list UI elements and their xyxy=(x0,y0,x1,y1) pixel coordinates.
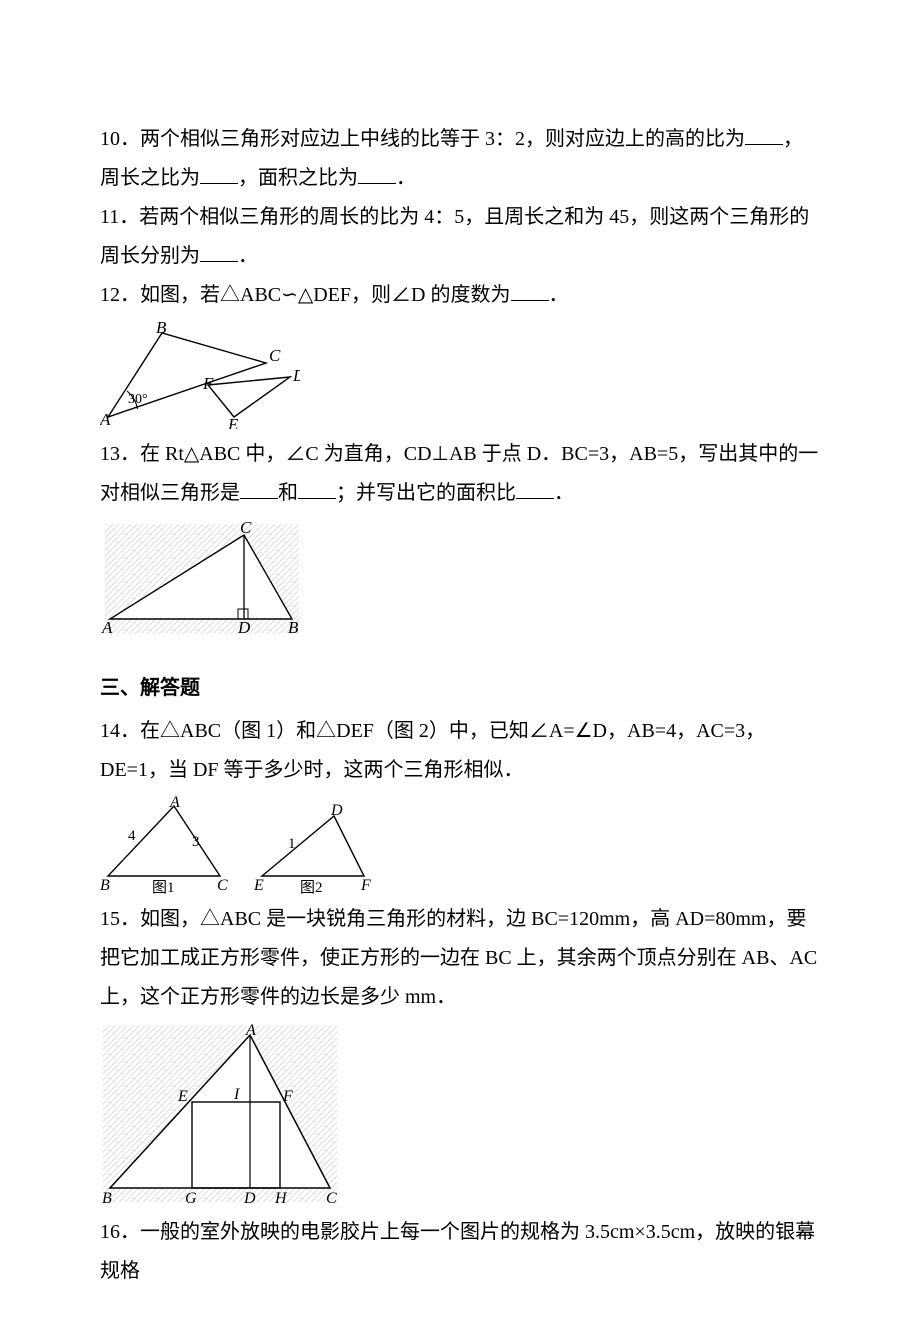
vertex-label: B xyxy=(156,321,167,337)
question-text: ，面积之比为 xyxy=(238,167,358,189)
question-text: ． xyxy=(549,284,569,306)
side-label: 3 xyxy=(192,834,200,850)
vertex-label: C xyxy=(326,1190,337,1207)
figure-q13: A B C D xyxy=(100,519,820,641)
vertex-label: F xyxy=(282,1088,293,1105)
fill-blank[interactable] xyxy=(516,476,554,499)
vertex-label: D xyxy=(292,366,300,385)
fill-blank[interactable] xyxy=(298,476,336,499)
vertex-label: C xyxy=(240,519,252,537)
vertex-label: A xyxy=(100,410,111,429)
section-title: 三、解答题 xyxy=(100,669,820,708)
question-12: 12．如图，若△ABC∽△DEF，则∠D 的度数为 ． xyxy=(100,276,820,315)
question-text: ． xyxy=(396,167,416,189)
question-text: ；并写出它的面积比 xyxy=(336,482,516,504)
side-label: 4 xyxy=(128,828,136,844)
vertex-label: E xyxy=(227,415,239,429)
vertex-label: E xyxy=(177,1088,188,1105)
vertex-label: A xyxy=(101,618,113,637)
fill-blank[interactable] xyxy=(511,278,549,301)
question-number: 15． xyxy=(100,908,140,930)
vertex-label: C xyxy=(217,877,228,894)
question-13: 13．在 Rt△ABC 中，∠C 为直角，CD⊥AB 于点 D．BC=3，AB=… xyxy=(100,435,820,513)
figure-q14: A B C 4 3 图1 D E F 1 图2 xyxy=(100,796,820,894)
question-number: 12． xyxy=(100,284,140,306)
question-11: 11．若两个相似三角形的周长的比为 4：5，且周长之和为 45，则这两个三角形的… xyxy=(100,198,820,276)
question-text: ． xyxy=(554,482,574,504)
question-16: 16．一般的室外放映的电影胶片上每一个图片的规格为 3.5cm×3.5cm，放映… xyxy=(100,1213,820,1291)
vertex-label: D xyxy=(330,802,343,819)
figure-caption: 图1 xyxy=(152,879,175,894)
vertex-label: A xyxy=(245,1023,256,1039)
fill-blank[interactable] xyxy=(240,476,278,499)
vertex-label: F xyxy=(360,877,371,894)
vertex-label: I xyxy=(233,1086,240,1103)
question-text: 一般的室外放映的电影胶片上每一个图片的规格为 3.5cm×3.5cm，放映的银幕… xyxy=(100,1221,815,1282)
vertex-label: B xyxy=(288,618,299,637)
vertex-label: G xyxy=(185,1190,197,1207)
question-text: 在△ABC（图 1）和△DEF（图 2）中，已知∠A=∠D，AB=4，AC=3，… xyxy=(100,720,765,781)
vertex-label: H xyxy=(274,1190,288,1207)
question-text: 和 xyxy=(278,482,298,504)
figure-q15: A B C E F I G D H xyxy=(100,1023,820,1207)
question-number: 13． xyxy=(100,443,140,465)
angle-label: 30° xyxy=(128,392,148,407)
vertex-label: F xyxy=(202,374,214,393)
question-14: 14．在△ABC（图 1）和△DEF（图 2）中，已知∠A=∠D，AB=4，AC… xyxy=(100,712,820,790)
question-text: ． xyxy=(238,245,258,267)
side-label: 1 xyxy=(288,836,296,852)
question-text: 如图，△ABC 是一块锐角三角形的材料，边 BC=120mm，高 AD=80mm… xyxy=(100,908,817,1008)
fill-blank[interactable] xyxy=(358,161,396,184)
question-text: 两个相似三角形对应边上中线的比等于 3：2，则对应边上的高的比为 xyxy=(140,128,745,150)
vertex-label: A xyxy=(169,796,180,811)
vertex-label: C xyxy=(269,346,281,365)
question-number: 10． xyxy=(100,128,140,150)
vertex-label: D xyxy=(243,1190,256,1207)
fill-blank[interactable] xyxy=(200,239,238,262)
fill-blank[interactable] xyxy=(745,122,783,145)
question-text: 如图，若△ABC∽△DEF，则∠D 的度数为 xyxy=(140,284,511,306)
figure-caption: 图2 xyxy=(300,879,323,894)
vertex-label: D xyxy=(237,618,251,637)
fill-blank[interactable] xyxy=(200,161,238,184)
question-number: 11． xyxy=(100,206,139,228)
question-number: 16． xyxy=(100,1221,140,1243)
vertex-label: E xyxy=(254,877,264,894)
question-10: 10．两个相似三角形对应边上中线的比等于 3：2，则对应边上的高的比为，周长之比… xyxy=(100,120,820,198)
question-number: 14． xyxy=(100,720,140,742)
question-15: 15．如图，△ABC 是一块锐角三角形的材料，边 BC=120mm，高 AD=8… xyxy=(100,900,820,1017)
figure-q12: A B C F E D 30° xyxy=(100,321,820,429)
vertex-label: B xyxy=(100,877,110,894)
vertex-label: B xyxy=(102,1190,112,1207)
